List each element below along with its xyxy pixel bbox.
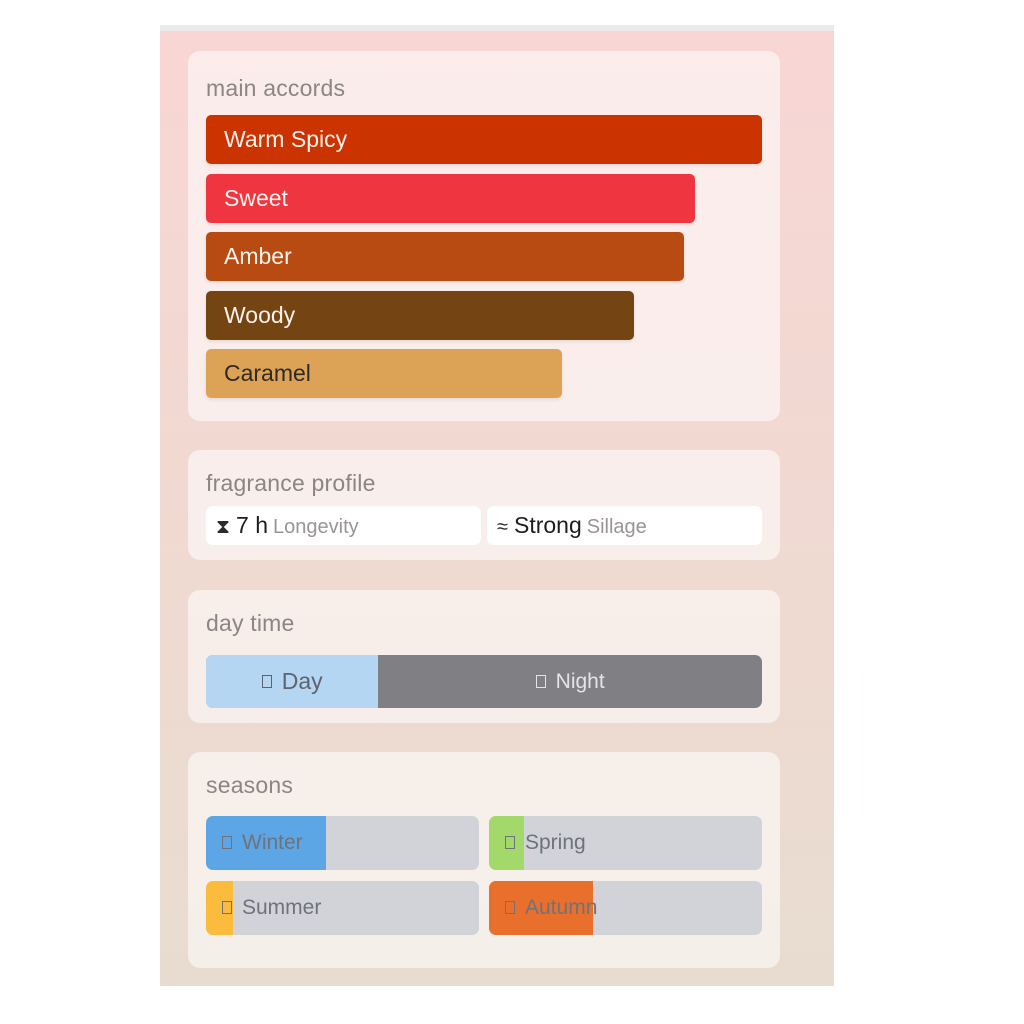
season-spring-fill (489, 816, 525, 870)
season-summer-fill (206, 881, 234, 935)
snowflake-icon (222, 836, 232, 849)
seasons-card: seasons Winter Spring Summer Autumn (188, 752, 780, 968)
season-winter-label: Winter (242, 831, 303, 854)
accord-label: Sweet (224, 185, 288, 211)
season-spring-text: Spring (505, 816, 586, 870)
season-summer-label: Summer (242, 896, 322, 919)
night-segment[interactable]: Night (378, 655, 762, 708)
sillage-value: Strong (513, 512, 582, 538)
season-spring-label: Spring (525, 831, 586, 854)
season-autumn-label: Autumn (525, 896, 598, 919)
season-winter[interactable]: Winter (206, 816, 479, 870)
sillage-pill[interactable]: ≈ Strong Sillage (487, 506, 762, 545)
longevity-pill[interactable]: ⧗ 7 h Longevity (206, 506, 481, 545)
accord-label: Woody (224, 302, 296, 328)
accord-bar-caramel[interactable]: Caramel (206, 349, 562, 398)
season-autumn-fill (489, 881, 593, 935)
seasons-title: seasons (206, 772, 294, 798)
accord-bar-amber[interactable]: Amber (206, 232, 684, 281)
longevity-value: 7 h (236, 512, 269, 538)
day-segment[interactable]: Day (206, 655, 379, 708)
leaf-icon (505, 836, 515, 849)
main-accords-card: main accords Warm Spicy Sweet Amber Wood… (188, 51, 780, 421)
day-time-card: day time Day Night (188, 590, 780, 723)
maple-leaf-icon (505, 901, 515, 914)
season-spring[interactable]: Spring (489, 816, 762, 870)
sun-icon (222, 901, 232, 914)
main-accords-title: main accords (206, 75, 346, 101)
season-summer-text: Summer (222, 881, 321, 935)
day-night-bar: Day Night (206, 655, 762, 708)
fragrance-profile-card: fragrance profile ⧗ 7 h Longevity ≈ Strong S… (188, 450, 780, 560)
accord-label: Caramel (224, 360, 311, 386)
sillage-label: Sillage (586, 516, 647, 538)
day-label: Day (281, 668, 323, 694)
day-time-title: day time (206, 610, 295, 636)
accord-bar-sweet[interactable]: Sweet (206, 174, 695, 223)
season-autumn-text: Autumn (505, 881, 597, 935)
sun-icon (261, 675, 272, 688)
season-autumn[interactable]: Autumn (489, 881, 762, 935)
app-screen: main accords Warm Spicy Sweet Amber Wood… (160, 25, 834, 986)
season-winter-fill (206, 816, 327, 870)
season-summer[interactable]: Summer (206, 881, 479, 935)
waves-icon: ≈ (497, 516, 508, 538)
accord-label: Warm Spicy (224, 126, 348, 152)
accord-bar-warm-spicy[interactable]: Warm Spicy (206, 115, 762, 164)
accord-label: Amber (224, 243, 292, 269)
night-label: Night (555, 669, 605, 693)
accord-bar-woody[interactable]: Woody (206, 291, 634, 340)
moon-icon (535, 675, 546, 688)
longevity-label: Longevity (273, 516, 359, 538)
season-winter-text: Winter (222, 816, 303, 870)
fragrance-profile-title: fragrance profile (206, 470, 376, 496)
hourglass-icon: ⧗ (216, 516, 231, 538)
